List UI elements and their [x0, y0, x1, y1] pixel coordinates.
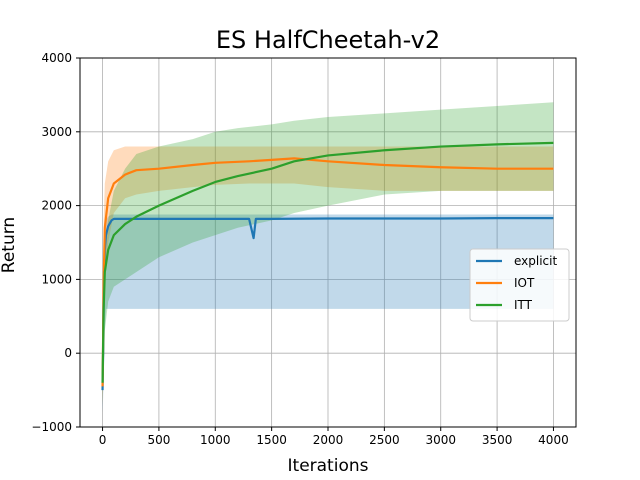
line-itt — [101, 141, 554, 383]
legend-label-itt: ITT — [514, 298, 533, 312]
x-tick-label: 4000 — [538, 433, 569, 447]
x-tick-label: 1000 — [200, 433, 231, 447]
confidence-bands — [102, 102, 554, 413]
band-explicit — [102, 214, 554, 413]
x-tick-label: 2500 — [369, 433, 400, 447]
series-lines — [101, 141, 554, 391]
x-tick-label: 3000 — [425, 433, 456, 447]
y-tick-label: 4000 — [41, 51, 72, 65]
y-tick-label: −1000 — [31, 420, 72, 434]
y-tick-label: 2000 — [41, 199, 72, 213]
x-tick-label: 0 — [99, 433, 107, 447]
y-axis-label: Return — [0, 217, 19, 273]
band-itt — [102, 102, 554, 405]
legend-box — [469, 248, 570, 322]
x-tick-label: 3500 — [482, 433, 513, 447]
axis-ticks: 0 500 1000 1500 2000 2500 3000 3500 4000 −1000 0 10… — [31, 51, 568, 447]
y-tick-label: 1000 — [41, 272, 72, 286]
y-tick-label: 3000 — [41, 125, 72, 139]
chart-title: ES HalfCheetah-v2 — [216, 26, 440, 54]
grid — [80, 57, 576, 428]
band-iot — [102, 146, 554, 405]
x-tick-label: 2000 — [313, 433, 344, 447]
legend: explicit IOT ITT — [469, 248, 570, 322]
x-tick-label: 500 — [147, 433, 170, 447]
legend-label-explicit: explicit — [514, 254, 557, 268]
x-axis-label: Iterations — [288, 456, 369, 476]
legend-label-iot: IOT — [514, 276, 535, 290]
x-tick-label: 1500 — [256, 433, 287, 447]
line-iot — [101, 157, 554, 387]
y-tick-label: 0 — [64, 346, 72, 360]
